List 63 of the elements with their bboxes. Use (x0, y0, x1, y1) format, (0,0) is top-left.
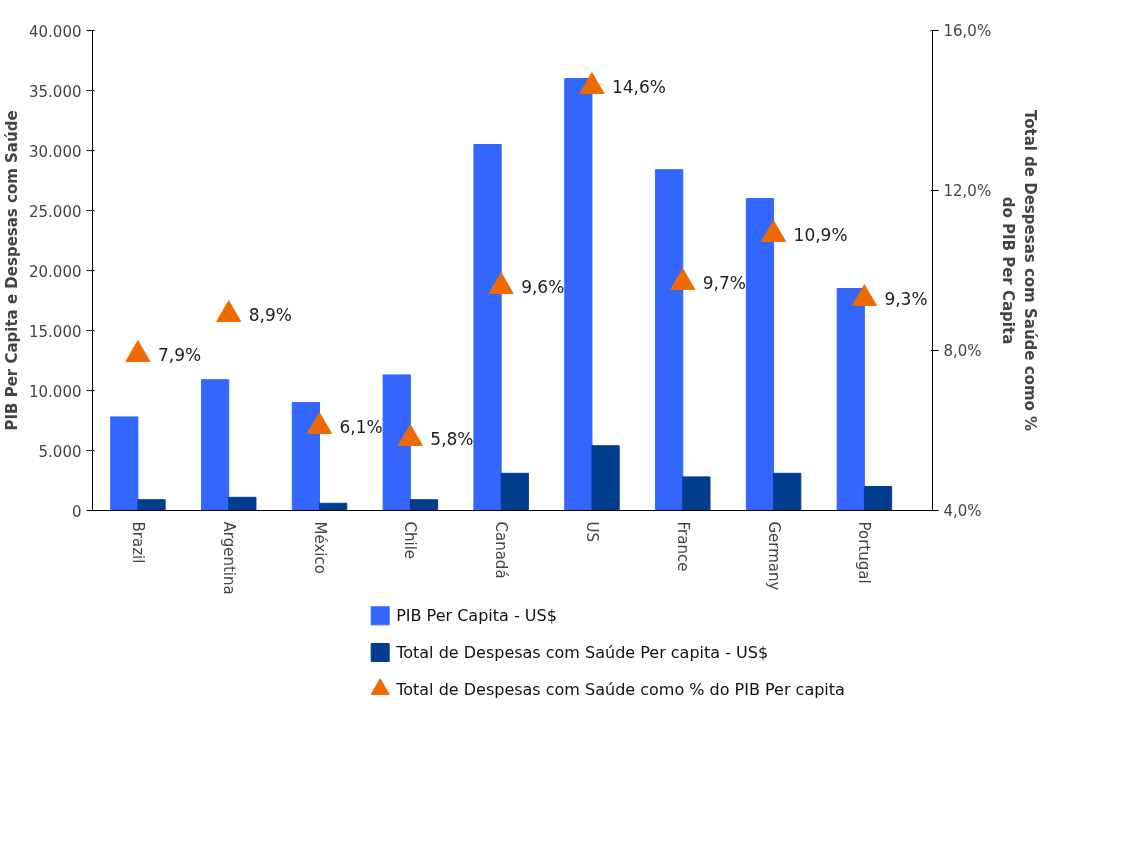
point (851, 284, 877, 306)
data-label: 6,1% (339, 416, 383, 437)
x-tick-label: Chile (401, 521, 420, 560)
data-label: 7,9% (157, 344, 202, 365)
legend-label: PIB Per Capita - US$ (396, 606, 557, 626)
y-tick-label: 35.000 (29, 82, 82, 101)
bar (745, 198, 775, 511)
data-label: 10,9% (793, 224, 848, 245)
bar (137, 499, 166, 511)
y-tick-label: 5.000 (38, 442, 82, 461)
data-label: 9,6% (521, 276, 565, 297)
bar (228, 496, 257, 511)
data-label: 8,9% (248, 304, 292, 325)
point (761, 220, 787, 242)
data-label: 9,3% (884, 288, 928, 309)
x-tick-label: Canadá (492, 521, 511, 579)
y-axis-title: PIB Per Capita e Despesas com Saúde (3, 110, 22, 431)
point (579, 72, 605, 94)
bar (682, 476, 711, 511)
bar (291, 402, 321, 511)
bar (655, 169, 684, 511)
y2-tick-label: 16,0% (943, 21, 992, 40)
point (488, 272, 514, 294)
point (125, 340, 151, 362)
y2-tick-label: 4,0% (943, 501, 982, 520)
x-tick-label: France (673, 521, 692, 572)
y-tick-label: 25.000 (29, 202, 82, 221)
bar (863, 486, 893, 511)
bar (382, 374, 411, 511)
bar (500, 472, 529, 511)
y2-tick-label: 8,0% (943, 341, 982, 360)
y-tick-label: 0 (71, 502, 82, 521)
bar (473, 144, 502, 511)
data-label: 9,7% (702, 272, 746, 293)
point (307, 412, 333, 434)
legend-label: Total de Despesas com Saúde como % do PIB Per capita (395, 679, 845, 699)
y2-axis-title: Total de Despesas com Saúde como % do PIB Per Capita (999, 109, 1039, 432)
y-tick-label: 30.000 (29, 142, 82, 161)
point (670, 268, 696, 290)
data-label: 14,6% (611, 76, 666, 97)
bar (409, 499, 439, 511)
point (216, 300, 242, 322)
x-tick-label: US (582, 521, 601, 543)
bar (319, 502, 348, 511)
legend-label: Total de Despesas com Saúde Per capita - US$ (395, 643, 769, 662)
bar (591, 445, 620, 511)
y-tick-label: 15.000 (29, 322, 82, 341)
bar (200, 379, 230, 511)
y-tick-label: 20.000 (29, 262, 82, 281)
y-tick-label: 10.000 (29, 382, 82, 401)
x-tick-label: Brazil (128, 521, 147, 564)
data-label: 5,8% (430, 428, 474, 449)
bar (773, 472, 802, 511)
bar (836, 288, 865, 511)
bar (110, 416, 139, 511)
y2-tick-label: 12,0% (943, 181, 992, 200)
x-tick-label: Portugal (855, 521, 874, 584)
x-tick-label: Argentina (219, 521, 238, 595)
x-tick-label: México (310, 521, 329, 574)
y-tick-label: 40.000 (29, 22, 82, 41)
x-tick-label: Germany (764, 521, 783, 591)
bar (564, 78, 593, 511)
point (397, 424, 423, 446)
